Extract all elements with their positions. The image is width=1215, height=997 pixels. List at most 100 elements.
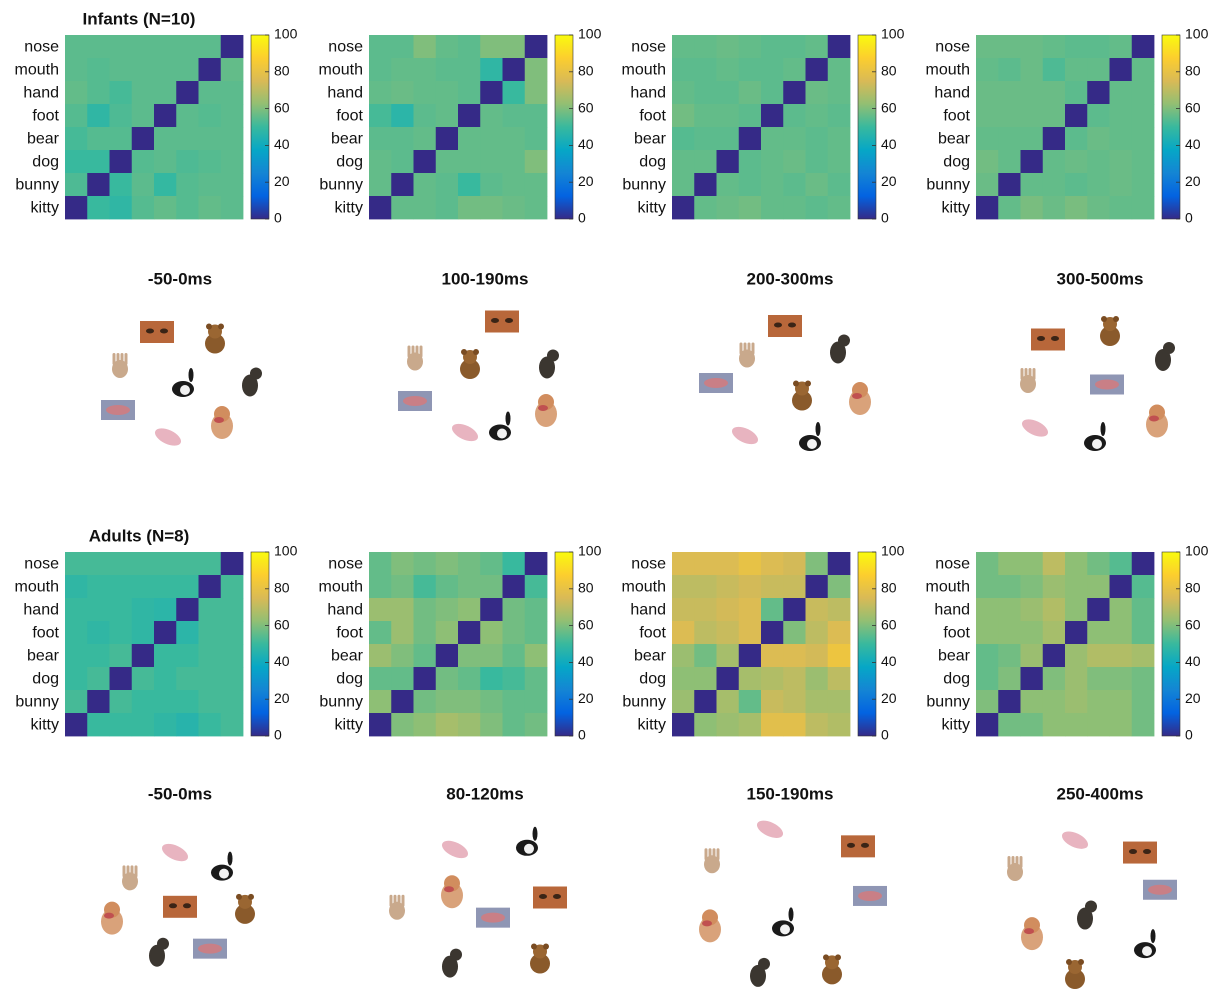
row-label: bunny: [622, 694, 666, 711]
colorbar-tick-label: 100: [274, 26, 298, 42]
icon-part: [780, 924, 790, 935]
cell: [220, 667, 244, 691]
cell: [87, 713, 110, 737]
cell: [672, 127, 695, 151]
cell: [1109, 127, 1133, 151]
cell: [154, 644, 177, 668]
cell: [1020, 552, 1044, 576]
row-label: foot: [943, 108, 970, 125]
cell: [502, 196, 526, 220]
item-icon: [211, 406, 233, 439]
colorbar-tick-label: 40: [1185, 653, 1201, 669]
row-label: dog: [32, 154, 59, 171]
cell: [502, 713, 526, 737]
colorbar-tick-label: 60: [881, 99, 897, 115]
icon-part: [444, 886, 454, 893]
cell: [369, 690, 392, 714]
cell: [176, 104, 199, 128]
cell: [87, 173, 110, 197]
colorbar-tick-label: 0: [578, 727, 586, 743]
cell: [1065, 104, 1088, 128]
cell: [154, 35, 177, 59]
row-label: kitty: [31, 717, 59, 734]
item-icon: [535, 394, 557, 427]
item-icon: [1020, 368, 1036, 393]
cell: [1020, 690, 1044, 714]
cell: [369, 196, 392, 220]
cell: [524, 598, 548, 622]
cell: [65, 552, 88, 576]
colorbar-tick-label: 20: [578, 690, 594, 706]
cell: [369, 552, 392, 576]
item-icon: [731, 426, 759, 445]
row-label: foot: [943, 625, 970, 642]
cell: [1109, 35, 1133, 59]
cell: [413, 81, 437, 105]
item-icon: [849, 382, 871, 415]
cell: [524, 196, 548, 220]
icon-part: [1163, 342, 1175, 354]
cell: [413, 667, 437, 691]
cell: [369, 598, 392, 622]
icon-part: [805, 380, 811, 387]
colorbar-tick-label: 20: [274, 690, 290, 706]
cell: [672, 552, 695, 576]
cell: [998, 173, 1021, 197]
cell: [805, 81, 829, 105]
cell: [480, 575, 503, 599]
cell: [783, 127, 806, 151]
icon-part: [716, 848, 720, 861]
cell: [672, 644, 695, 668]
cell: [827, 196, 851, 220]
cell: [1020, 173, 1044, 197]
colorbar-tick-label: 0: [578, 210, 586, 226]
item-icon: [242, 367, 262, 397]
cell: [65, 196, 88, 220]
cell: [716, 690, 740, 714]
cell: [1087, 667, 1110, 691]
cell: [220, 552, 244, 576]
item-icon: [699, 909, 721, 943]
cell: [998, 644, 1021, 668]
cell: [480, 713, 503, 737]
row-label: foot: [32, 625, 59, 642]
cell: [1131, 690, 1155, 714]
item-icon: [533, 886, 567, 909]
row-label: kitty: [31, 200, 59, 217]
row-label: nose: [328, 39, 363, 56]
item-icon: [235, 893, 255, 924]
cell: [87, 690, 110, 714]
cell: [369, 173, 392, 197]
cell: [435, 196, 459, 220]
icon-part: [822, 964, 842, 985]
cell: [738, 196, 762, 220]
icon-part: [491, 318, 499, 323]
cell: [65, 667, 88, 691]
cell: [805, 58, 829, 82]
cell: [176, 621, 199, 645]
item-icon: [389, 894, 405, 920]
icon-part: [1024, 928, 1034, 935]
cell: [480, 58, 503, 82]
item-icon: [211, 851, 233, 881]
item-icon: [1100, 316, 1120, 346]
colorbar: [250, 34, 270, 220]
cell: [87, 667, 110, 691]
cell: [827, 35, 851, 59]
cell: [87, 35, 110, 59]
icon-part: [1028, 368, 1032, 380]
row-label: bear: [331, 648, 364, 665]
colorbar-tick-label: 40: [881, 136, 897, 152]
icon-part: [149, 944, 165, 967]
icon-part: [1007, 863, 1023, 882]
icon-part: [704, 855, 720, 874]
cell: [827, 127, 851, 151]
cell: [176, 58, 199, 82]
cell: [1087, 104, 1110, 128]
cell: [480, 552, 503, 576]
cell: [1131, 150, 1155, 174]
cell: [1042, 667, 1066, 691]
cell: [524, 621, 548, 645]
cell: [672, 575, 695, 599]
row-label: kitty: [942, 200, 970, 217]
